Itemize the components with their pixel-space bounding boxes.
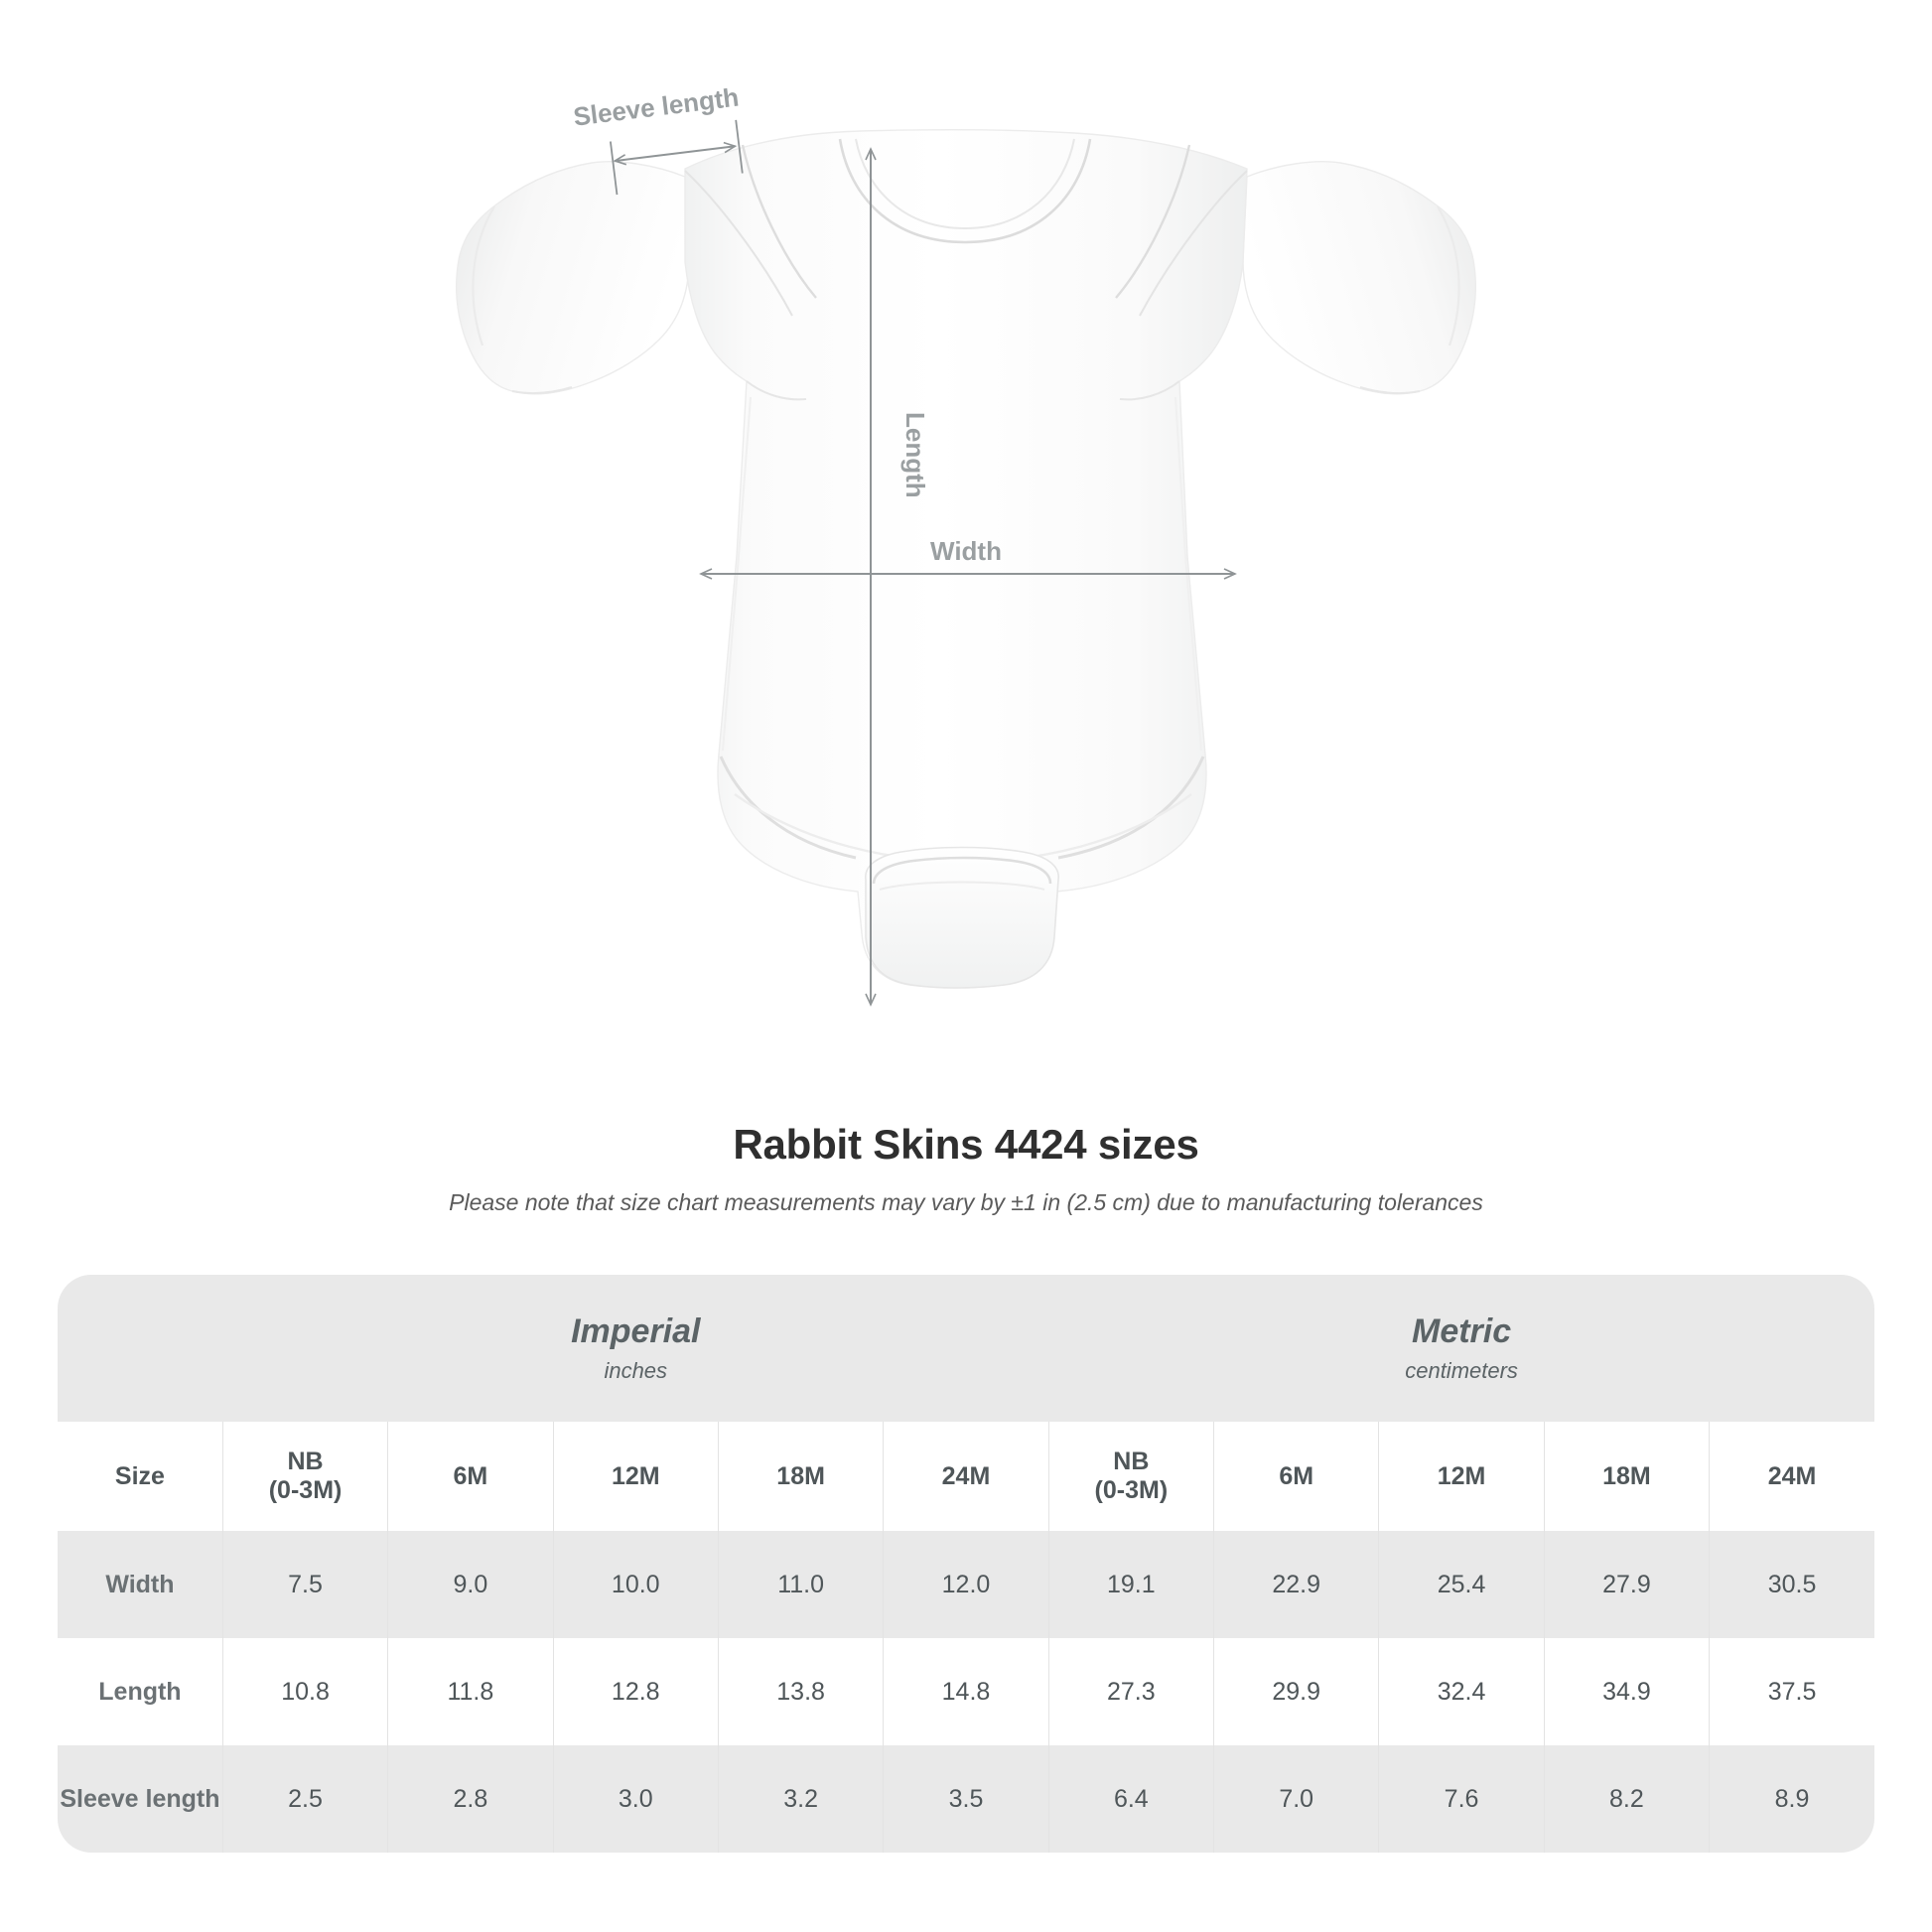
cell-sleeve-8: 8.2 [1543,1745,1710,1853]
header-col-0-label: NB [287,1448,324,1475]
size-chart-table: Imperial inches Metric centimeters Size … [58,1275,1874,1853]
sleeve-length-tick-left [609,141,619,196]
cell-width-4: 12.0 [883,1531,1049,1638]
cell-sleeve-4: 3.5 [883,1745,1049,1853]
row-label-width: Width [58,1531,223,1638]
unit-group-metric-name: Metric [1412,1312,1512,1351]
length-label: Length [900,412,930,498]
crotch-snap-flap [865,846,1059,989]
cell-sleeve-3: 3.2 [717,1745,884,1853]
cell-length-0: 10.8 [221,1638,388,1745]
bodysuit-body [684,128,1248,989]
sleeve-length-arrow [613,141,738,166]
right-sleeve [1242,161,1477,395]
cell-length-8: 34.9 [1543,1638,1710,1745]
width-label: Width [930,536,1002,566]
cell-width-0: 7.5 [221,1531,388,1638]
unit-group-imperial-name: Imperial [571,1312,701,1351]
header-size: Size [58,1422,223,1531]
header-col-8: 18M [1543,1422,1710,1531]
cell-width-8: 27.9 [1543,1531,1710,1638]
sleeve-length-tick-right [735,119,744,174]
header-col-9: 24M [1709,1422,1874,1531]
header-col-1: 6M [387,1422,554,1531]
header-col-3: 18M [717,1422,884,1531]
cell-sleeve-1: 2.8 [387,1745,554,1853]
cell-sleeve-2: 3.0 [552,1745,719,1853]
header-col-5: NB (0-3M) [1047,1422,1214,1531]
unit-group-metric: Metric centimeters [1048,1275,1874,1422]
header-col-5-label: NB [1113,1448,1150,1475]
cell-width-3: 11.0 [717,1531,884,1638]
cell-sleeve-6: 7.0 [1213,1745,1379,1853]
header-col-5-sub: (0-3M) [1094,1476,1169,1504]
cell-width-5: 19.1 [1047,1531,1214,1638]
cell-sleeve-7: 7.6 [1378,1745,1545,1853]
title-block: Rabbit Skins 4424 sizes Please note that… [0,1121,1932,1217]
cell-length-4: 14.8 [883,1638,1049,1745]
header-col-2: 12M [552,1422,719,1531]
unit-system-row: Imperial inches Metric centimeters [58,1275,1874,1422]
unit-group-metric-unit: centimeters [1405,1357,1518,1383]
cell-sleeve-0: 2.5 [221,1745,388,1853]
cell-length-1: 11.8 [387,1638,554,1745]
cell-length-6: 29.9 [1213,1638,1379,1745]
row-label-length: Length [98,1677,182,1706]
header-col-0: NB (0-3M) [221,1422,388,1531]
header-col-6: 6M [1213,1422,1379,1531]
table-row: Width 7.5 9.0 10.0 11.0 12.0 19.1 22.9 2… [58,1531,1874,1638]
cell-length-2: 12.8 [552,1638,719,1745]
cell-sleeve-5: 6.4 [1047,1745,1214,1853]
table-row: Length 10.8 11.8 12.8 13.8 14.8 27.3 29.… [58,1638,1874,1745]
cell-length-3: 13.8 [717,1638,884,1745]
unit-group-imperial-unit: inches [604,1357,668,1383]
cell-length-5: 27.3 [1047,1638,1214,1745]
header-col-0-sub: (0-3M) [268,1476,343,1504]
sleeve-length-label: Sleeve length [572,82,741,132]
header-col-7: 12M [1378,1422,1545,1531]
cell-width-7: 25.4 [1378,1531,1545,1638]
left-sleeve [455,161,690,395]
garment-figure: Sleeve length Length Width [455,82,1477,1007]
unit-band-spacer [58,1275,223,1422]
cell-width-2: 10.0 [552,1531,719,1638]
size-chart-container: Imperial inches Metric centimeters Size … [58,1275,1874,1853]
header-col-4: 24M [883,1422,1049,1531]
cell-sleeve-9: 8.9 [1709,1745,1874,1853]
column-header-row: Size NB (0-3M) 6M 12M 18M 24M NB (0-3M) … [58,1422,1874,1531]
cell-width-1: 9.0 [387,1531,554,1638]
unit-group-imperial: Imperial inches [222,1275,1049,1422]
bodysuit-diagram: Sleeve length Length Width [455,82,1477,1007]
cell-length-7: 32.4 [1378,1638,1545,1745]
cell-width-6: 22.9 [1213,1531,1379,1638]
cell-width-9: 30.5 [1709,1531,1874,1638]
cell-length-9: 37.5 [1709,1638,1874,1745]
table-row: Sleeve length 2.5 2.8 3.0 3.2 3.5 6.4 7.… [58,1745,1874,1853]
row-label-sleeve-length: Sleeve length [58,1745,223,1853]
page-subtitle: Please note that size chart measurements… [449,1189,1483,1216]
page-title: Rabbit Skins 4424 sizes [733,1121,1199,1168]
